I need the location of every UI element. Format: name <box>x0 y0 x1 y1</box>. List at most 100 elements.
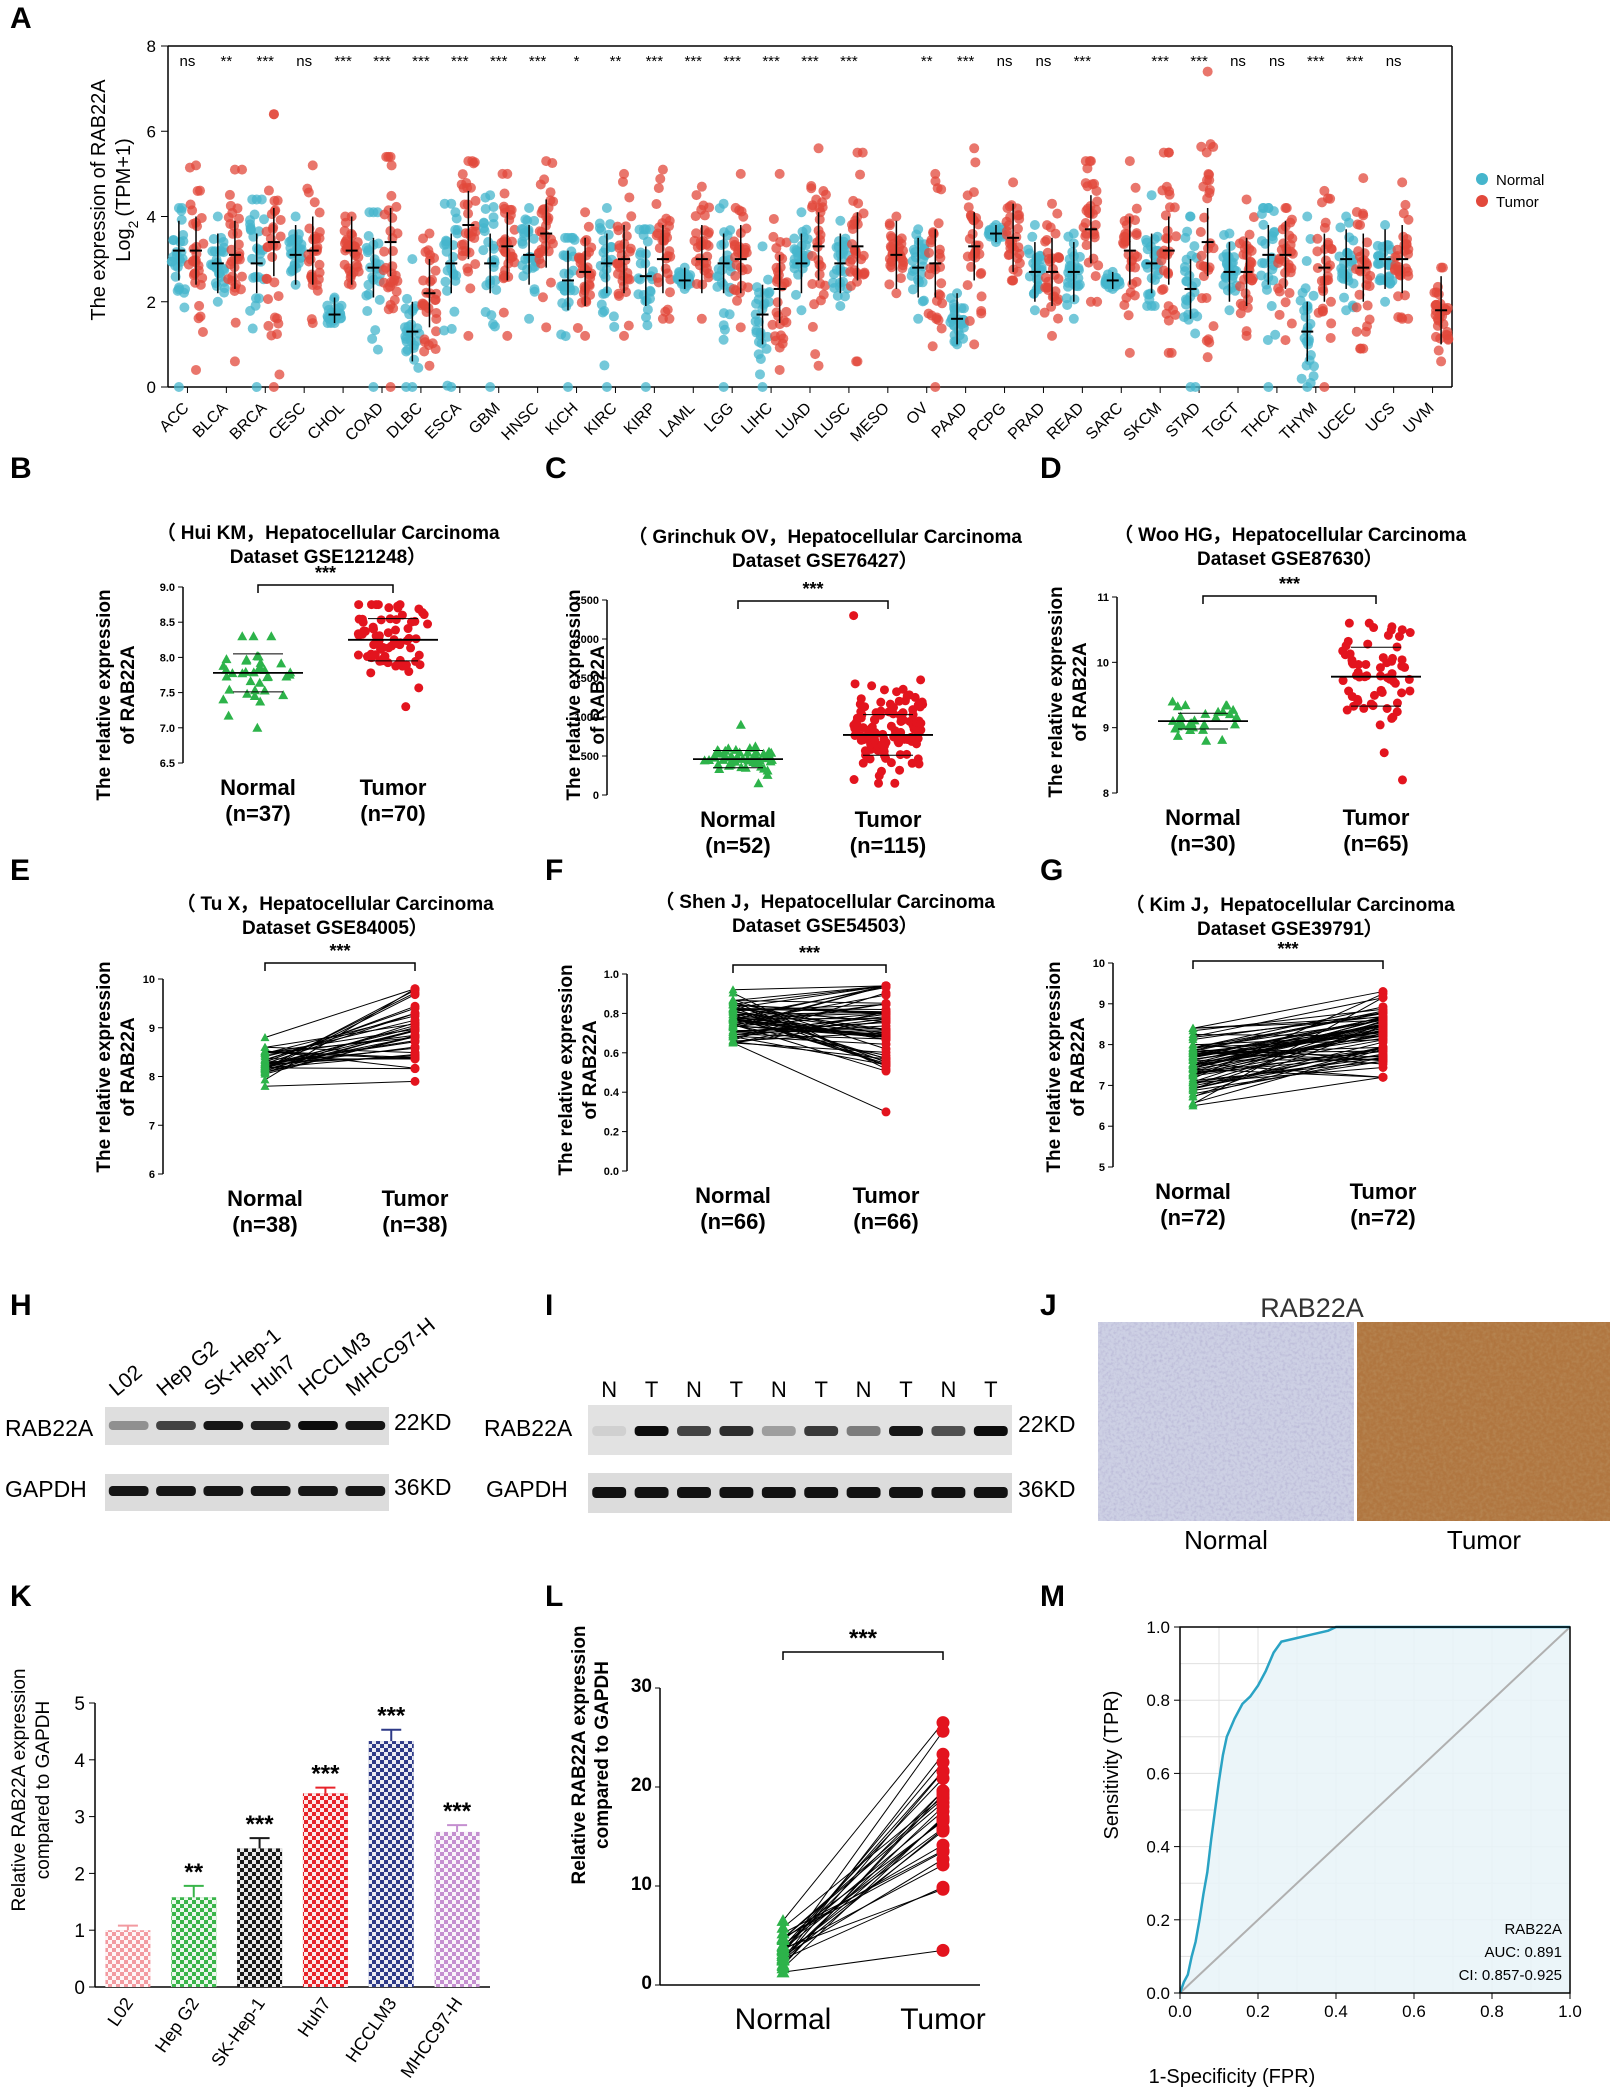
panel-d-tumor-point <box>1338 646 1348 656</box>
panel-a-normal-point <box>1302 211 1313 222</box>
panel-a-tumor-point <box>1201 147 1212 158</box>
panel-d-tumor-point <box>1363 639 1373 649</box>
panel-a-normal-point <box>1339 292 1350 303</box>
panel-a-tumor-point <box>1320 217 1331 228</box>
panel-a-tumor-point <box>307 160 318 171</box>
panel-d-group-n: (n=30) <box>1170 831 1235 856</box>
panel-a-tumor-point <box>194 300 205 311</box>
panel-b-tumor-point <box>391 661 401 671</box>
panel-a-tumor-point <box>583 221 594 232</box>
panel-c-tumor-point <box>867 681 877 691</box>
panel-a-tumor-point <box>386 190 397 201</box>
panel-a-tumor-point <box>1195 226 1206 237</box>
panel-g-pair-line <box>1192 1006 1384 1049</box>
panel-a-normal-point <box>1146 301 1157 312</box>
panel-a-tumor-point <box>274 369 285 380</box>
panel-a-tumor-point <box>1008 275 1019 286</box>
blot-h-lane-label: L02 <box>105 1361 147 1401</box>
panel-g-tumor-point <box>1378 1004 1388 1014</box>
panel-c-tumor-point <box>849 611 859 621</box>
panel-a-tumor-point <box>885 260 896 271</box>
panel-a-xtick-label: STAD <box>1163 400 1204 441</box>
panel-a-normal-point <box>556 281 567 292</box>
panel-c-ytick-label: 1000 <box>575 712 599 724</box>
panel-c-normal-point <box>762 765 773 775</box>
panel-e-ytick-label: 9 <box>149 1023 155 1035</box>
panel-a-normal-point <box>1074 251 1085 262</box>
panel-a-tumor-point <box>188 244 199 255</box>
panel-d-ytick-label: 8 <box>1103 788 1109 800</box>
panel-a-tumor-point <box>427 274 438 285</box>
panel-a-ytick-label: 2 <box>147 293 156 312</box>
panel-a-normal-point <box>1301 360 1312 371</box>
panel-f-pair-line <box>732 985 887 1020</box>
panel-b-normal-point <box>221 664 232 674</box>
panel-a-tumor-point <box>236 271 247 282</box>
blot-i-rab22a-band <box>889 1426 923 1436</box>
panel-e-group-label: Normal <box>227 1186 303 1211</box>
panel-a-normal-point <box>1185 382 1196 392</box>
panel-a-tumor-point <box>379 246 390 257</box>
panel-l-tumor-point <box>936 1771 950 1785</box>
panel-d-significance: *** <box>1279 574 1300 594</box>
panel-a-significance: *** <box>529 53 547 70</box>
panel-m-ytick-label: 0.4 <box>1146 1838 1170 1857</box>
panel-k-ytick-label: 4 <box>74 1751 85 1772</box>
panel-a-tumor-point <box>935 290 946 301</box>
panel-f-group-label: Tumor <box>853 1183 920 1208</box>
panel-a-normal-point <box>599 360 610 371</box>
panel-a-tumor-point <box>263 320 274 331</box>
panel-a-xtick-label: LUAD <box>773 400 815 442</box>
panel-a-normal-point <box>1185 211 1196 222</box>
panel-c-tumor-point <box>898 715 908 725</box>
panel-label-c: C <box>545 452 567 485</box>
panel-a-normal-point <box>562 382 573 392</box>
panel-a-normal-point <box>753 316 764 327</box>
panel-a-tumor-point <box>807 321 818 332</box>
panel-a-tumor-point <box>314 267 325 278</box>
panel-a-tumor-point <box>651 199 662 210</box>
panel-d-tumor-point <box>1377 687 1387 697</box>
panel-c-tumor-point <box>870 735 880 745</box>
panel-a-normal-point <box>1268 275 1279 286</box>
panel-a-tumor-point <box>1080 231 1091 242</box>
panel-m-auc: AUC: 0.891 <box>1484 1944 1562 1961</box>
panel-a-normal-point <box>835 301 846 312</box>
panel-a-normal-point <box>168 235 179 246</box>
panel-b-normal-point <box>221 654 232 664</box>
panel-a-normal-point <box>485 190 496 201</box>
panel-b-normal-point <box>278 690 289 700</box>
panel-a-tumor-point <box>936 278 947 289</box>
panel-a-significance: *** <box>1190 53 1208 70</box>
panel-a-normal-point <box>1027 231 1038 242</box>
panel-a-normal-point <box>413 362 424 373</box>
panel-a-normal-point <box>754 369 765 380</box>
panel-a-tumor-point <box>859 267 870 278</box>
panel-a-tumor-point <box>1312 246 1323 257</box>
panel-a-tumor-point <box>1241 194 1252 205</box>
panel-k-significance: ** <box>184 1859 203 1886</box>
panel-a-tumor-point <box>622 273 633 284</box>
blot-i-gapdh-band <box>889 1487 923 1498</box>
panel-b-tumor-point <box>401 660 411 670</box>
panel-e-pair-line <box>264 1005 416 1063</box>
panel-a-significance: ns <box>296 53 312 70</box>
panel-a-tumor-point <box>732 295 743 306</box>
panel-a-normal-point <box>1068 313 1079 324</box>
panel-d-tumor-point <box>1359 703 1369 713</box>
panel-a-tumor-point <box>1359 248 1370 259</box>
panel-d-normal-point <box>1185 725 1196 735</box>
panel-a-tumor-point <box>1362 237 1373 248</box>
panel-a-tumor-point <box>1436 262 1447 273</box>
panel-e-pair-line <box>264 1080 416 1087</box>
panel-e-normal-point <box>260 1042 270 1051</box>
panel-m-ci: CI: 0.857-0.925 <box>1459 1967 1562 1984</box>
panel-e-normal-point <box>260 1055 270 1064</box>
panel-a-normal-point <box>374 294 385 305</box>
panel-a-tumor-point <box>1351 207 1362 218</box>
panel-g-gse39791: （ Kim J，Hepatocellular Carcinoma Dataset… <box>1044 893 1455 1230</box>
blot-h-rab22a-band <box>156 1421 196 1430</box>
panel-a-tumor-point <box>391 201 402 212</box>
panel-e-pair-line <box>264 1019 416 1058</box>
panel-a-tumor-point <box>457 169 468 180</box>
